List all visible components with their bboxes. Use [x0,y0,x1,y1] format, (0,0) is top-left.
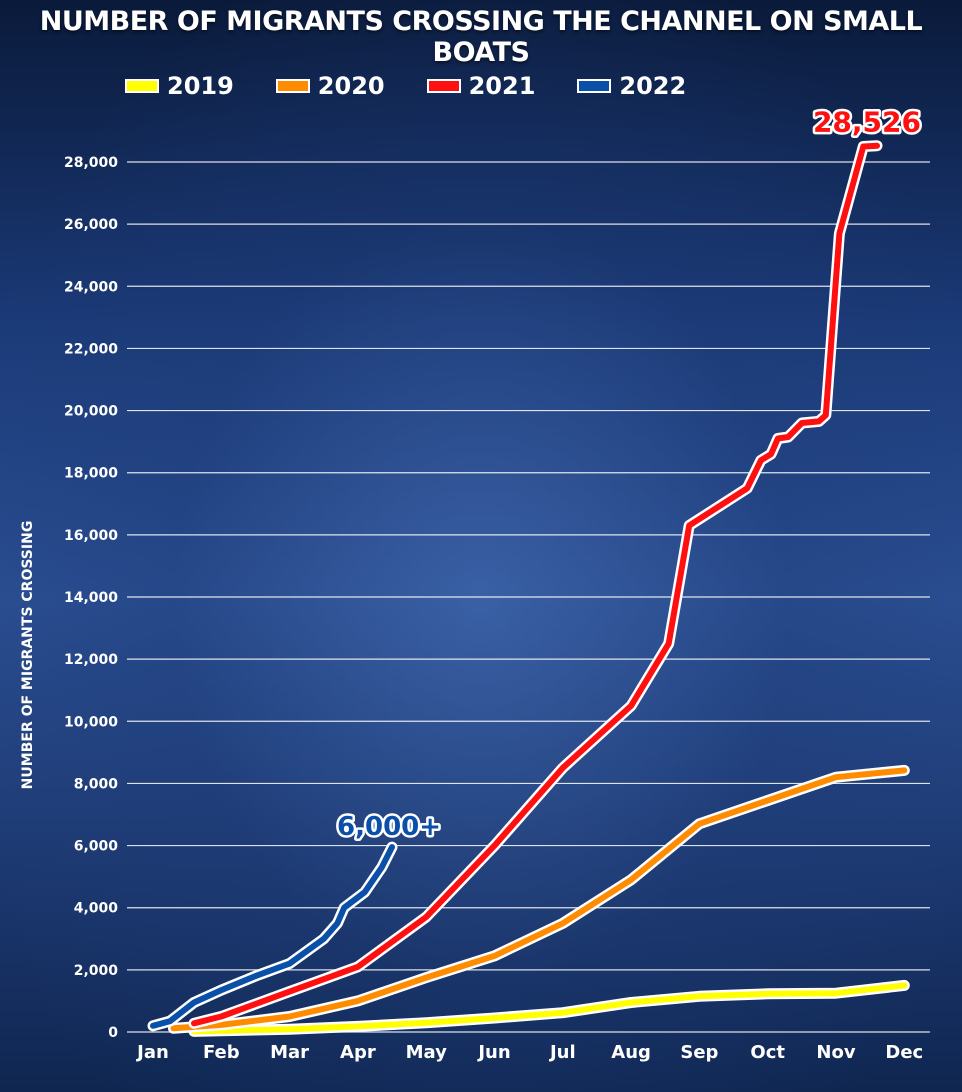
legend: 2019 2020 2021 2022 [125,72,686,100]
y-tick-label: 26,000 [64,217,118,233]
series-line-2020 [170,767,908,1032]
legend-label: 2020 [317,72,385,100]
y-tick-label: 22,000 [64,341,118,357]
annotation-2021: 28,526 [813,106,921,139]
x-tick-label: Jun [476,1042,510,1063]
y-tick-label: 2,000 [74,963,119,979]
y-tick-label: 10,000 [64,714,118,730]
y-tick-label: 28,000 [64,155,118,171]
y-tick-label: 6,000 [74,839,119,855]
y-tick-label: 20,000 [64,404,118,420]
x-tick-label: Dec [885,1042,923,1063]
legend-label: 2019 [167,72,234,100]
legend-swatch [125,79,159,93]
x-tick-label: Jul [548,1042,576,1063]
y-tick-label: 18,000 [64,466,118,482]
x-tick-label: Feb [203,1042,240,1063]
series-line-2021 [191,142,880,1027]
y-tick-label: 8,000 [74,776,119,792]
series-outline-2021 [188,140,883,1029]
y-tick-label: 12,000 [64,652,118,668]
annotation-2022: 6,000+ [337,812,441,842]
legend-swatch [275,79,310,93]
legend-label: 2021 [468,72,536,100]
y-tick-label: 0 [108,1025,118,1041]
legend-item-2022: 2022 [577,72,686,100]
x-tick-label: Oct [750,1042,785,1063]
x-tick-label: Jan [135,1042,169,1063]
x-tick-label: Aug [611,1042,651,1063]
x-tick-label: Sep [680,1042,718,1063]
x-tick-label: Nov [816,1042,855,1063]
legend-label: 2022 [619,72,687,100]
legend-item-2021: 2021 [426,72,536,100]
y-tick-label: 14,000 [64,590,118,606]
x-tick-label: Apr [340,1042,376,1063]
x-tick-label: Mar [270,1042,309,1063]
legend-item-2020: 2020 [275,72,385,100]
chart-title: NUMBER OF MIGRANTS CROSSING THE CHANNEL … [39,6,923,68]
x-tick-label: May [406,1042,448,1063]
legend-item-2019: 2019 [125,72,234,100]
legend-swatch [577,79,612,93]
series-line-2019 [191,982,908,1035]
y-tick-label: 4,000 [74,901,119,917]
legend-swatch [426,79,461,93]
y-tick-label: 16,000 [64,528,118,544]
y-tick-label: 24,000 [64,279,118,295]
series-line-2022 [150,844,395,1029]
